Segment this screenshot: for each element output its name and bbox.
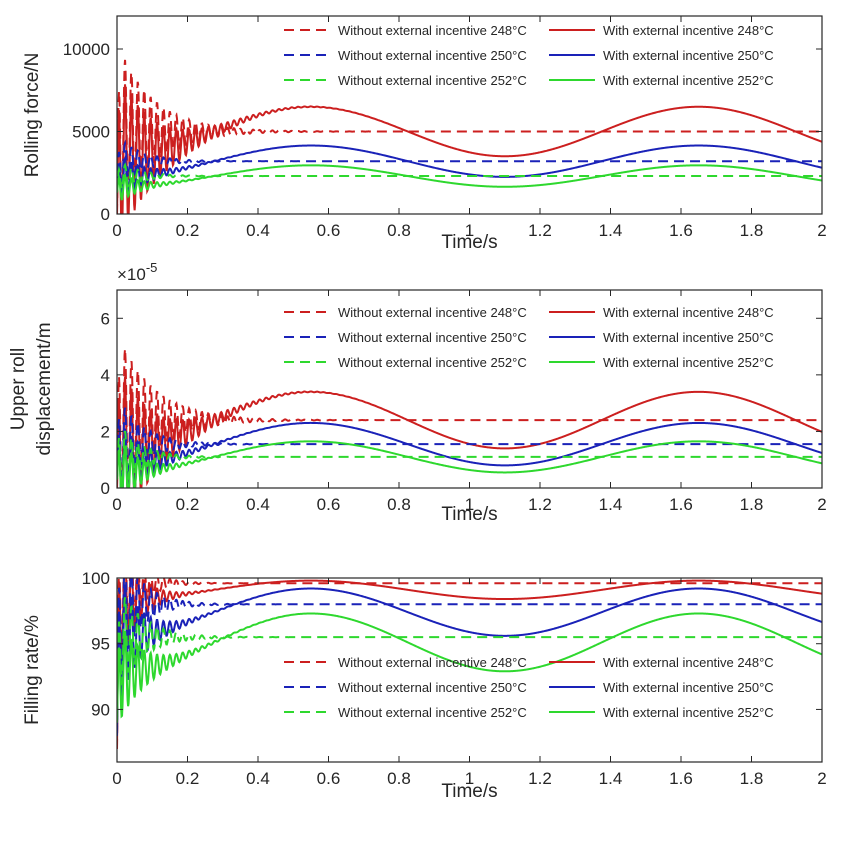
y-axis-exponent: ×10-5 xyxy=(117,260,157,284)
legend-label: Without external incentive 252°C xyxy=(338,355,527,370)
legend-label: Without external incentive 248°C xyxy=(338,655,527,670)
series-line-5 xyxy=(117,430,822,488)
y-tick-label: 6 xyxy=(101,309,110,328)
series-line-4 xyxy=(117,421,822,488)
series-line-6 xyxy=(117,440,822,488)
x-tick-label: 1.6 xyxy=(669,495,693,514)
series-line-3 xyxy=(117,407,822,487)
series-line-2 xyxy=(117,578,822,749)
y-tick-label: 4 xyxy=(101,366,110,385)
x-tick-label: 0.6 xyxy=(317,495,341,514)
y-axis-label-line2: displacement/m xyxy=(34,322,55,455)
legend-label: With external incentive 250°C xyxy=(603,48,774,63)
x-tick-label: 1.8 xyxy=(740,495,764,514)
x-axis-label: Time/s xyxy=(441,232,497,253)
x-tick-label: 1 xyxy=(465,495,474,514)
y-tick-label: 10000 xyxy=(63,40,110,59)
x-tick-label: 1.4 xyxy=(599,769,623,788)
legend-label: With external incentive 252°C xyxy=(603,355,774,370)
x-tick-label: 1.4 xyxy=(599,221,623,240)
x-tick-label: 0.6 xyxy=(317,769,341,788)
y-tick-label: 5000 xyxy=(72,123,110,142)
series-line-3 xyxy=(117,578,822,736)
x-tick-label: 2 xyxy=(817,769,826,788)
x-tick-label: 1.2 xyxy=(528,769,552,788)
series-line-5 xyxy=(117,597,822,723)
y-axis-label-line1: Upper roll xyxy=(8,348,29,430)
legend-label: With external incentive 250°C xyxy=(603,330,774,345)
x-tick-label: 0.2 xyxy=(176,495,200,514)
y-axis-exponent-power: -5 xyxy=(146,260,158,275)
legend-label: With external incentive 252°C xyxy=(603,705,774,720)
x-tick-label: 0.8 xyxy=(387,495,411,514)
legend-label: Without external incentive 252°C xyxy=(338,705,527,720)
x-tick-label: 1.8 xyxy=(740,769,764,788)
x-tick-label: 0.2 xyxy=(176,769,200,788)
y-tick-label: 100 xyxy=(82,569,110,588)
series-line-2 xyxy=(117,84,822,214)
x-tick-label: 2 xyxy=(817,495,826,514)
series-line-5 xyxy=(117,162,822,193)
legend-label: Without external incentive 250°C xyxy=(338,680,527,695)
x-tick-label: 0.8 xyxy=(387,221,411,240)
legend-label: Without external incentive 248°C xyxy=(338,23,527,38)
x-tick-label: 1.4 xyxy=(599,495,623,514)
x-axis-label: Time/s xyxy=(441,781,497,802)
legend-label: With external incentive 250°C xyxy=(603,680,774,695)
y-tick-label: 90 xyxy=(91,700,110,719)
series-line-6 xyxy=(117,164,822,201)
legend-label: With external incentive 248°C xyxy=(603,305,774,320)
x-tick-label: 1.6 xyxy=(669,221,693,240)
x-tick-label: 0.4 xyxy=(246,221,270,240)
axes-box xyxy=(116,577,823,763)
series-line-4 xyxy=(117,144,822,198)
legend-label: With external incentive 248°C xyxy=(603,655,774,670)
x-tick-label: 1.2 xyxy=(528,221,552,240)
x-tick-label: 0.2 xyxy=(176,221,200,240)
y-tick-label: 0 xyxy=(101,205,110,224)
legend-label: With external incentive 248°C xyxy=(603,23,774,38)
series-line-6 xyxy=(117,612,822,723)
series-line-1 xyxy=(117,59,822,214)
series-line-4 xyxy=(117,584,822,736)
legend-label: Without external incentive 252°C xyxy=(338,73,527,88)
panel-3: 0 0.2 0.4 0.6 0.8 1 1.2 1.4 1.6 1.8 2 90 95 100 Time/s… xyxy=(22,569,827,802)
series-line-3 xyxy=(117,139,822,190)
x-tick-label: 0 xyxy=(112,769,121,788)
x-tick-label: 0 xyxy=(112,495,121,514)
x-tick-label: 1.2 xyxy=(528,495,552,514)
y-tick-label: 0 xyxy=(101,479,110,498)
x-tick-label: 0 xyxy=(112,221,121,240)
panel-1: 0 0.2 0.4 0.6 0.8 1 1.2 1.4 1.6 1.8 2 0 5000 10000 Tim… xyxy=(22,15,827,253)
y-tick-label: 2 xyxy=(101,422,110,441)
x-axis-label: Time/s xyxy=(441,504,497,525)
x-tick-label: 0.4 xyxy=(246,769,270,788)
legend-label: With external incentive 252°C xyxy=(603,73,774,88)
plot-area xyxy=(117,348,822,488)
x-tick-label: 0.6 xyxy=(317,221,341,240)
legend-label: Without external incentive 250°C xyxy=(338,330,527,345)
plot-area xyxy=(117,59,822,214)
panel-2: 0 0.2 0.4 0.6 0.8 1 1.2 1.4 1.6 1.8 2 0 2 4 6 Time/s Upp… xyxy=(8,260,827,525)
x-tick-label: 1.6 xyxy=(669,769,693,788)
x-tick-label: 1 xyxy=(465,221,474,240)
x-tick-label: 0.8 xyxy=(387,769,411,788)
y-axis-label: Rolling force/N xyxy=(22,53,43,178)
y-tick-label: 95 xyxy=(91,635,110,654)
legend-label: Without external incentive 250°C xyxy=(338,48,527,63)
x-tick-label: 1.8 xyxy=(740,221,764,240)
y-axis-label: Filling rate/% xyxy=(22,615,43,725)
x-tick-label: 1 xyxy=(465,769,474,788)
x-tick-label: 2 xyxy=(817,221,826,240)
series-line-1 xyxy=(117,348,822,488)
x-tick-label: 0.4 xyxy=(246,495,270,514)
legend-label: Without external incentive 248°C xyxy=(338,305,527,320)
